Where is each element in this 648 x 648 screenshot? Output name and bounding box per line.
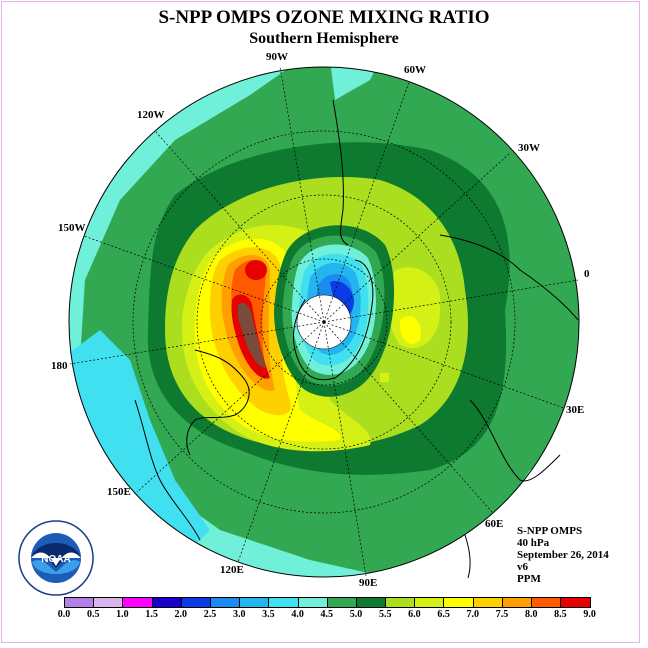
meridian-30w [323,152,511,323]
colorbar-swatch [415,598,445,607]
coast-madagascar [464,534,471,579]
coastlines [134,99,579,579]
colorbar-swatch [210,598,241,607]
colorbar-tick-label: 3.0 [232,609,246,620]
colorbar-swatch [65,598,95,607]
colorbar-tick-label: 9.0 [583,609,596,620]
colorbar-tick-label: 4.5 [320,609,334,620]
meridian-150w [83,235,325,323]
lon-label-120w: 120W [137,109,165,121]
lon-label-90w: 90W [266,51,288,63]
colorbar-tick-label: 7.5 [495,609,509,620]
lon-label-90e: 90E [359,577,378,589]
colorbar-swatch [123,598,153,607]
info-instrument: S-NPP OMPS [517,525,583,537]
coast-new-zealand [134,399,201,541]
coast-south-atlantic [439,234,579,321]
latitude-circle-1 [260,258,388,386]
colorbar-tick-label: 4.0 [291,609,304,620]
colorbar-swatch [298,598,328,607]
info-date: September 26, 2014 [517,549,609,561]
colorbar-tick-label: 3.5 [262,609,275,620]
colorbar-tick-label: 8.0 [524,609,538,620]
colorbar-tick-label: 2.0 [174,609,188,620]
colorbar-swatch [502,598,532,607]
colorbar-tick-label: 0.5 [86,609,100,620]
meridian-90w [279,66,325,323]
lon-label-60w: 60W [404,64,426,76]
logo-text: NOAA [41,554,70,565]
colorbar-swatch [327,598,357,607]
colorbar-swatch [240,598,270,607]
ozone-band-small-patch [380,373,389,382]
meridian-120e [237,321,325,563]
colorbar-swatch [386,598,416,607]
map-border [68,66,580,578]
latitude-circle-2 [196,194,452,450]
colorbar-tick-label: 1.5 [145,609,158,620]
map-subtitle: Southern Hemisphere [249,30,399,47]
colorbar-swatch [444,598,474,607]
colorbar-tick-label: 0.0 [57,609,71,620]
meridian-60w [323,81,410,323]
colorbar-tick-label: 1.0 [116,609,129,620]
colorbar-swatch [152,598,182,607]
ozone-band-6-5-east [399,316,421,344]
lon-label-30e: 30E [566,404,585,416]
meridian-90e [323,321,367,577]
lon-label-60e: 60E [485,518,504,530]
noaa-logo: NOAA [18,520,94,596]
colorbar-swatch [181,598,211,607]
graticule [69,66,579,577]
latitude-circle-3 [132,130,516,514]
lon-label-150e: 150E [107,486,131,498]
colorbar [64,597,592,608]
lon-label-30w: 30W [518,142,540,154]
page-frame [1,1,640,643]
ozone-field [69,67,579,577]
colorbar-tick-label: 6.5 [437,609,450,620]
info-block: S-NPP OMPS 40 hPa September 26, 2014 v6 … [517,525,609,585]
lon-label-180: 180 [51,360,68,372]
ozone-band-8-5-spot [245,260,267,280]
colorbar-swatch [94,598,124,607]
colorbar-tick-label: 6.0 [408,609,421,620]
lon-label-150w: 150W [58,222,86,234]
map-title: S-NPP OMPS OZONE MIXING RATIO [158,7,490,28]
coast-australia [186,349,250,456]
lon-label-120e: 120E [220,564,244,576]
coast-antarctica [292,259,374,381]
colorbar-tick-label: 5.0 [349,609,363,620]
colorbar-tick-label: 5.5 [378,609,392,620]
meridian-180 [69,321,325,365]
info-version: v6 [517,561,528,573]
meridian-30e [323,321,565,409]
colorbar-tick-label: 7.0 [466,609,480,620]
info-units: PPM [517,573,541,585]
colorbar-tick-label: 2.5 [203,609,217,620]
colorbar-swatch [473,598,503,607]
ozone-band-vortex-2-0 [330,280,354,317]
colorbar-swatch [532,598,562,607]
info-level: 40 hPa [517,537,550,549]
colorbar-tick-label: 8.5 [554,609,567,620]
ozone-band-9-0 [237,303,266,368]
coast-africa [469,399,561,482]
lon-label-0: 0 [584,268,590,280]
coast-south-america [332,99,349,246]
colorbar-swatch [356,598,387,607]
colorbar-swatch [269,598,299,607]
colorbar-swatch [561,598,591,607]
meridian-0 [323,279,579,323]
